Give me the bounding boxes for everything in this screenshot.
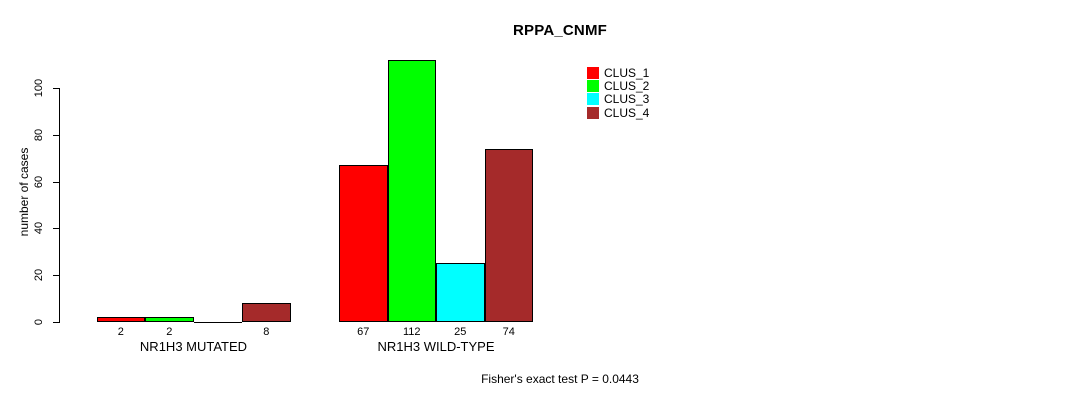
bar-value-label: 74 [502, 326, 515, 338]
y-axis-tick [53, 275, 59, 277]
bar-clus_1 [96, 317, 145, 322]
legend-label: CLUS_3 [604, 92, 650, 107]
footnote: Fisher's exact test P = 0.0443 [481, 372, 639, 386]
y-axis-tick-label: 0 [33, 318, 45, 326]
y-axis-tick [53, 322, 59, 323]
legend-label: CLUS_2 [604, 79, 650, 94]
bar-clus_2 [387, 60, 436, 322]
legend-swatch-icon [587, 67, 599, 79]
legend-swatch-icon [587, 106, 599, 119]
y-axis-line [59, 88, 60, 323]
legend-swatch-icon [587, 93, 599, 106]
y-axis-tick [53, 228, 59, 230]
bar-value-label: 67 [357, 326, 370, 338]
bar-clus_2 [145, 317, 194, 322]
bar-clus_4 [484, 149, 533, 322]
bar-value-label: 112 [402, 326, 421, 338]
legend-label: CLUS_4 [604, 105, 650, 120]
bar-value-label: 8 [263, 326, 270, 338]
bar-clus_3-zero [193, 322, 242, 323]
bar-clus_3 [436, 263, 485, 322]
x-group-label: NR1H3 MUTATED [139, 339, 248, 354]
y-axis-tick-label: 40 [33, 222, 45, 235]
y-axis-tick-label: 60 [33, 175, 45, 188]
bar-value-label: 2 [117, 326, 124, 338]
legend-label: CLUS_1 [604, 66, 650, 80]
y-axis-tick-label: 80 [33, 128, 45, 141]
legend-item-clus_2: CLUS_2 [587, 79, 707, 94]
legend-item-clus_4: CLUS_4 [587, 105, 707, 120]
bar-clus_4 [242, 303, 291, 322]
legend-item-clus_1: CLUS_1 [587, 67, 707, 79]
y-axis-tick [53, 134, 59, 136]
y-axis-tick-label: 100 [33, 78, 45, 98]
bar-clus_1 [339, 165, 388, 322]
bar-value-label: 2 [166, 326, 173, 338]
y-axis-tick-label: 20 [33, 269, 45, 282]
bar-value-label: 25 [454, 326, 467, 338]
y-axis-tick [53, 88, 59, 89]
chart-title: RPPA_CNMF [512, 22, 608, 39]
legend-swatch-icon [587, 80, 599, 93]
legend-item-clus_3: CLUS_3 [587, 92, 707, 107]
y-axis-tick [53, 181, 59, 183]
x-group-label: NR1H3 WILD-TYPE [377, 339, 495, 354]
